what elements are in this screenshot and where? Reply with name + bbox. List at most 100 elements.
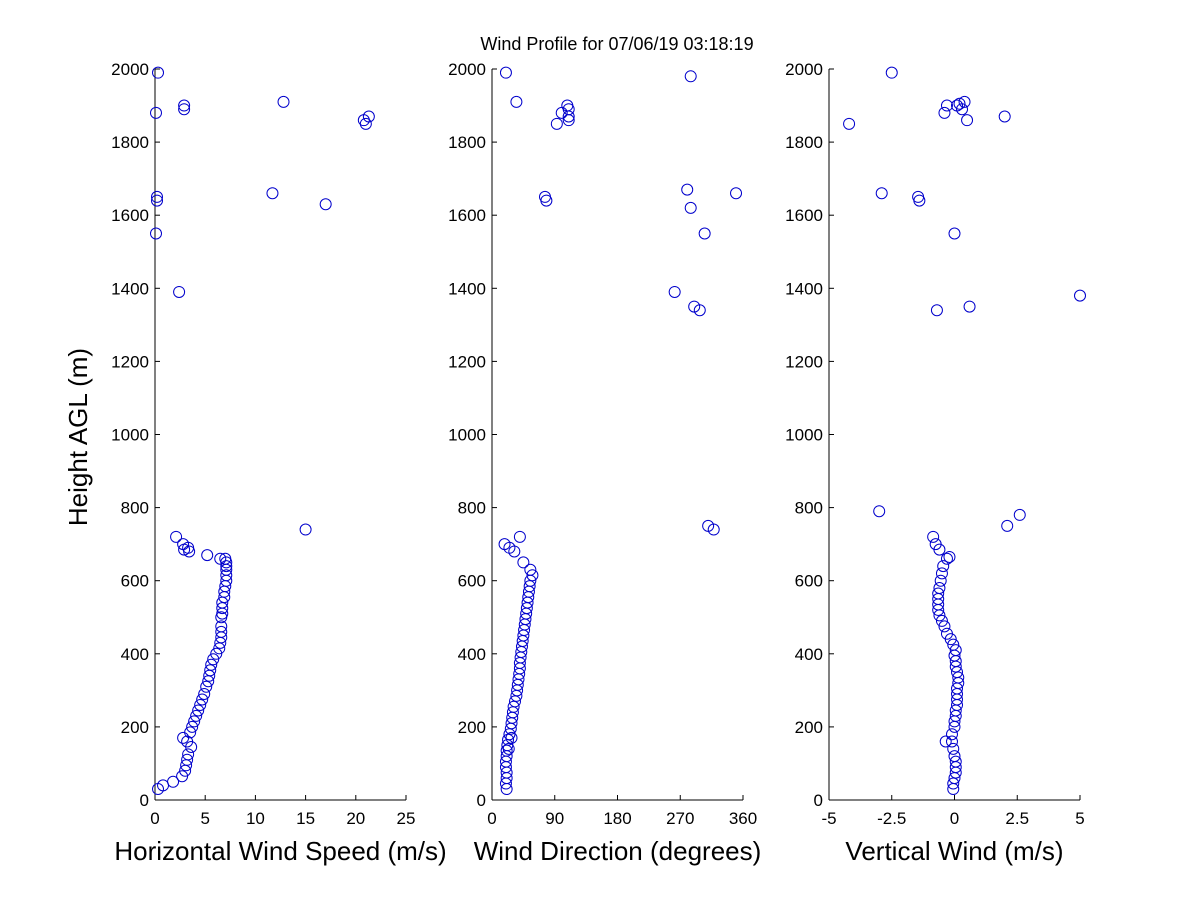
y-tick-label: 1400 <box>111 279 149 298</box>
data-point <box>561 99 574 112</box>
data-point <box>178 99 191 112</box>
x-tick-label: 90 <box>545 809 564 828</box>
data-point <box>934 574 947 587</box>
y-tick-label: 0 <box>477 791 486 810</box>
data-point <box>362 110 375 123</box>
data-point <box>182 748 195 761</box>
data-point <box>681 183 694 196</box>
x-tick-label: -5 <box>821 809 836 828</box>
data-point <box>523 580 536 593</box>
panel-3: 0 200 400 600 800 1000 1200 1400 1600 1800 2000 -5 -… <box>785 60 1086 866</box>
x-tick-label: 10 <box>246 809 265 828</box>
data-point <box>181 753 194 766</box>
data-point <box>219 552 232 565</box>
data-point <box>912 190 925 203</box>
data-point <box>684 70 697 83</box>
y-tick-label: 1400 <box>785 279 823 298</box>
data-point <box>190 709 203 722</box>
data-point <box>205 658 218 671</box>
y-tick-label: 0 <box>814 791 823 810</box>
y-tick-label: 1400 <box>448 279 486 298</box>
data-point <box>948 750 961 763</box>
data-point <box>945 728 958 741</box>
data-point <box>173 285 186 298</box>
y-tick-label: 200 <box>121 718 149 737</box>
y-tick-label: 600 <box>795 572 823 591</box>
data-point <box>192 704 205 717</box>
x-tick-label: 360 <box>729 809 757 828</box>
data-point <box>939 735 952 748</box>
x-tick-label: 180 <box>603 809 631 828</box>
data-point <box>963 300 976 313</box>
y-tick-label: 800 <box>458 499 486 518</box>
y-tick-label: 1800 <box>111 133 149 152</box>
y-tick-label: 2000 <box>448 60 486 79</box>
data-point <box>186 720 199 733</box>
figure-y-axis-label: Height AGL (m) <box>63 348 93 526</box>
y-tick-label: 800 <box>795 499 823 518</box>
data-point <box>277 95 290 108</box>
y-tick-label: 0 <box>140 791 149 810</box>
data-point <box>929 538 942 551</box>
data-point <box>998 110 1011 123</box>
data-point <box>938 620 951 633</box>
data-point <box>843 117 856 130</box>
data-point <box>185 741 198 754</box>
y-tick-label: 1000 <box>111 426 149 445</box>
data-point <box>958 95 971 108</box>
x-tick-label: 0 <box>487 809 496 828</box>
x-tick-label: 5 <box>200 809 209 828</box>
y-tick-label: 2000 <box>111 60 149 79</box>
data-point <box>949 755 962 768</box>
data-point <box>498 538 511 551</box>
data-point <box>940 552 953 565</box>
y-tick-label: 600 <box>121 572 149 591</box>
data-point <box>873 505 886 518</box>
data-point <box>538 190 551 203</box>
data-point <box>949 644 962 657</box>
data-point <box>204 664 217 677</box>
data-point <box>875 187 888 200</box>
data-point <box>220 569 233 582</box>
panel-2: 0 200 400 600 800 1000 1200 1400 1600 1800 2000 0 90… <box>448 60 761 866</box>
data-point <box>167 775 180 788</box>
data-point <box>933 582 946 595</box>
y-tick-label: 1200 <box>448 352 486 371</box>
data-point <box>150 227 163 240</box>
y-tick-label: 1600 <box>785 206 823 225</box>
data-point <box>170 530 183 543</box>
y-tick-label: 200 <box>458 718 486 737</box>
x-tick-label: 0 <box>950 809 959 828</box>
y-tick-label: 200 <box>795 718 823 737</box>
data-point <box>299 523 312 536</box>
data-point <box>513 530 526 543</box>
data-point <box>1074 289 1086 302</box>
y-tick-label: 800 <box>121 499 149 518</box>
data-point <box>502 742 515 755</box>
data-point <box>196 693 209 706</box>
x-tick-label: -2.5 <box>877 809 906 828</box>
data-point <box>943 550 956 563</box>
data-point <box>945 735 958 748</box>
data-point <box>215 625 228 638</box>
data-point <box>1013 508 1026 521</box>
data-point <box>177 538 190 551</box>
y-tick-label: 1600 <box>448 206 486 225</box>
data-point <box>961 114 974 127</box>
data-point <box>526 569 539 582</box>
data-point <box>176 770 189 783</box>
data-point <box>150 106 163 119</box>
data-point <box>550 117 563 130</box>
data-point <box>947 638 960 651</box>
y-tick-label: 400 <box>795 645 823 664</box>
data-point <box>152 66 165 79</box>
x-tick-label: 25 <box>397 809 416 828</box>
data-point <box>948 227 961 240</box>
x-tick-label: 270 <box>666 809 694 828</box>
x-tick-label: 5 <box>1075 809 1084 828</box>
data-point <box>935 614 948 627</box>
data-point <box>951 99 964 112</box>
